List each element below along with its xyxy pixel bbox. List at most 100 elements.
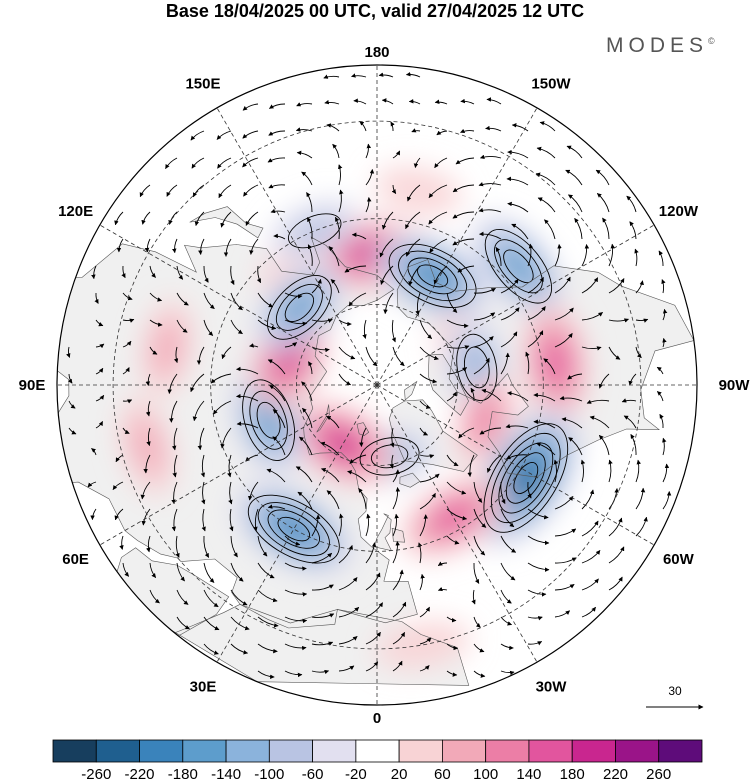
wind-arrow [608, 488, 619, 510]
wind-arrow [473, 287, 496, 294]
height-contour [275, 283, 323, 331]
wind-arrow [176, 265, 184, 280]
wind-arrow [428, 211, 448, 225]
wind-arrow [457, 265, 475, 273]
wind-arrow [500, 307, 520, 321]
wind-arrow [365, 602, 383, 618]
wind-arrow [623, 415, 637, 429]
wind-arrow [478, 182, 502, 187]
wind-arrow [167, 373, 178, 394]
wind-arrow [217, 157, 232, 169]
wind-arrow [230, 535, 238, 558]
colorbar-tick-label: -260 [81, 766, 111, 783]
wind-arrow [270, 208, 286, 214]
wind-arrow [455, 157, 475, 165]
wind-arrow [176, 319, 188, 333]
wind-arrow [295, 466, 313, 483]
wind-arrow [628, 373, 637, 386]
wind-arrow [527, 641, 543, 646]
wind-arrow [554, 610, 571, 618]
wind-arrow [168, 211, 178, 225]
wind-arrow [446, 616, 457, 623]
wind-arrow [621, 398, 637, 403]
colorbar-tick-label: -60 [302, 766, 324, 783]
wind-arrow [419, 454, 435, 459]
wind-arrow [554, 276, 571, 294]
wind-arrow [203, 643, 219, 655]
wind-arrow [446, 670, 458, 677]
wind-arrow [381, 211, 394, 230]
wind-arrow [257, 616, 279, 628]
wind-arrow [257, 670, 275, 680]
anomaly-band [435, 503, 472, 532]
wind-arrow [656, 391, 664, 402]
wind-arrow [192, 400, 205, 422]
wind-arrow [391, 319, 396, 343]
wind-arrow [197, 427, 205, 451]
wind-arrow [143, 454, 151, 474]
wind-arrow [228, 481, 233, 505]
wind-arrow [91, 448, 97, 456]
wind-arrow [511, 123, 529, 132]
reference-vector: 30 [646, 684, 704, 710]
wind-arrow [500, 278, 519, 294]
wind-arrow [297, 491, 313, 510]
wind-arrow [539, 121, 556, 132]
wind-arrow [284, 342, 298, 348]
wind-arrow [221, 346, 232, 360]
wind-arrow [446, 643, 458, 651]
wind-arrow [338, 606, 360, 618]
wind-arrow [392, 513, 399, 537]
wind-arrow [544, 219, 556, 240]
wind-arrow [301, 171, 313, 186]
wind-arrow [242, 157, 259, 168]
wind-arrow [311, 346, 330, 353]
wind-arrow [203, 319, 214, 336]
wind-arrow [554, 243, 562, 267]
anomaly-band [276, 516, 312, 543]
wind-arrow [391, 184, 397, 194]
wind-arrow [581, 520, 599, 537]
wind-arrow [173, 346, 179, 364]
wind-arrow [495, 247, 502, 267]
wind-arrow [95, 421, 103, 429]
wind-arrow [500, 643, 514, 651]
wind-arrow [581, 606, 596, 618]
wind-arrow [392, 540, 400, 564]
wind-arrow [365, 572, 381, 591]
wind-arrow [149, 265, 156, 278]
wind-arrow [201, 481, 206, 505]
wind-arrow [415, 292, 421, 316]
wind-arrow [506, 454, 529, 460]
wind-arrow [471, 589, 476, 605]
wind-arrow [190, 373, 205, 393]
height-contour [242, 379, 296, 461]
anomaly-contours [242, 213, 569, 564]
wind-arrow [392, 469, 400, 483]
wind-arrow [527, 616, 543, 621]
anomaly-center [374, 166, 462, 215]
wind-arrow [236, 421, 259, 429]
wind-arrow [505, 423, 529, 429]
colorbar-swatch [52, 739, 97, 763]
lon-label: 60W [663, 551, 695, 568]
wind-arrow [210, 373, 232, 384]
wind-arrow [220, 211, 232, 228]
wind-arrow [306, 192, 313, 213]
wind-arrow [537, 197, 556, 213]
anomaly-band [502, 248, 535, 285]
wind-arrow [365, 661, 379, 672]
anomaly-band [130, 416, 164, 477]
wind-arrow [358, 487, 367, 510]
wind-arrow [230, 616, 250, 631]
wind-arrow [122, 292, 133, 301]
wind-arrow [172, 238, 178, 254]
colorbar-tick-label: 60 [434, 766, 451, 783]
wind-arrow [284, 535, 301, 546]
wind-arrow [176, 292, 189, 306]
wind-arrow [473, 670, 486, 678]
wind-arrow [408, 99, 421, 105]
meridian [99, 384, 378, 546]
wind-arrow [566, 145, 583, 159]
wind-arrow [338, 346, 356, 360]
